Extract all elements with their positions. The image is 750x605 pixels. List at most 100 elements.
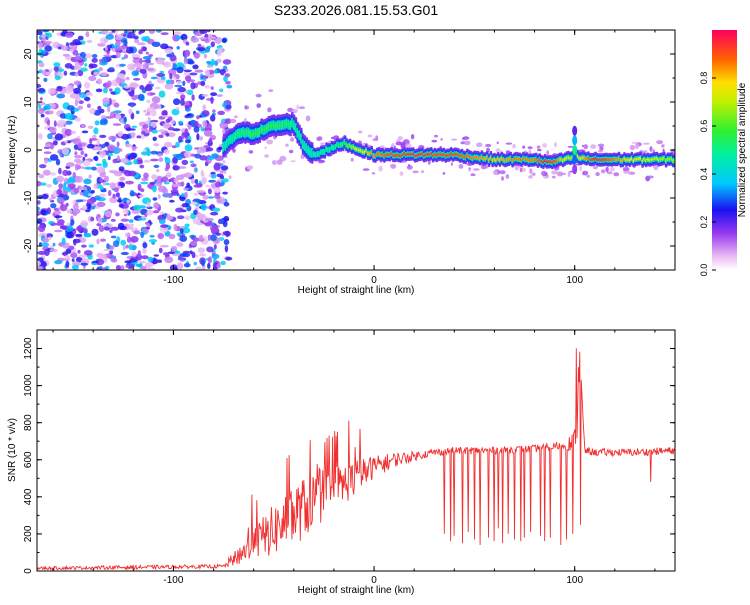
- noise-blob: [176, 215, 185, 220]
- noise-blob: [132, 146, 138, 149]
- snr-panel: -100 0 100 0 200 400 600 800 1000 1200 Height of…: [7, 329, 676, 596]
- noise-blob: [96, 238, 100, 245]
- noise-blob: [142, 56, 152, 60]
- noise-blob: [77, 249, 81, 254]
- noise-blob: [643, 142, 650, 145]
- noise-blob: [157, 153, 163, 157]
- y-tick-label: 800: [23, 414, 34, 431]
- noise-blob: [48, 236, 52, 241]
- noise-blob: [46, 119, 51, 126]
- x-tick-label: -100: [163, 275, 183, 286]
- noise-blob: [110, 226, 120, 231]
- noise-blob: [397, 136, 404, 141]
- noise-blob: [194, 167, 198, 172]
- noise-blob: [175, 92, 185, 95]
- noise-blob: [395, 141, 403, 146]
- noise-blob: [207, 256, 212, 264]
- noise-blob: [181, 252, 191, 258]
- noise-blob: [129, 223, 135, 227]
- noise-blob: [153, 202, 160, 209]
- noise-blob: [119, 265, 125, 270]
- noise-blob: [143, 159, 151, 163]
- noise-blob: [226, 84, 233, 89]
- noise-blob: [180, 94, 186, 100]
- noise-blob: [83, 178, 92, 185]
- noise-blob: [140, 181, 149, 185]
- noise-blob: [161, 115, 171, 118]
- noise-blob: [89, 138, 98, 141]
- noise-blob: [100, 118, 108, 126]
- noise-blob: [223, 76, 228, 82]
- noise-blob: [158, 247, 163, 254]
- noise-blob: [264, 146, 267, 149]
- noise-blob: [157, 233, 164, 239]
- noise-blob: [233, 115, 238, 119]
- noise-blob: [65, 32, 74, 38]
- noise-blob: [551, 170, 558, 175]
- noise-blob: [158, 129, 166, 133]
- noise-blob: [82, 205, 88, 211]
- noise-blob: [290, 160, 296, 163]
- noise-blob: [84, 153, 88, 157]
- noise-blob: [94, 120, 100, 126]
- noise-blob: [173, 223, 178, 231]
- noise-blob: [247, 165, 254, 170]
- noise-blob: [84, 96, 91, 102]
- noise-blob: [130, 132, 136, 137]
- noise-blob: [592, 165, 598, 170]
- noise-blob: [102, 267, 107, 270]
- noise-blob: [586, 174, 591, 178]
- noise-blob: [305, 115, 311, 122]
- noise-blob: [165, 79, 171, 85]
- noise-blob: [220, 260, 227, 266]
- noise-blob: [192, 120, 199, 127]
- noise-blob: [140, 151, 149, 156]
- noise-blob: [119, 63, 126, 67]
- noise-blob: [431, 139, 438, 143]
- noise-blob: [80, 67, 88, 72]
- y-tick-label: -20: [23, 238, 34, 253]
- noise-blob: [107, 105, 111, 113]
- noise-blob: [168, 179, 172, 182]
- noise-blob: [276, 159, 283, 165]
- noise-blob: [213, 162, 221, 171]
- noise-blob: [319, 142, 326, 146]
- noise-blob: [213, 244, 217, 250]
- x-tick-label: 0: [371, 575, 377, 586]
- noise-blob: [160, 244, 170, 248]
- noise-blob: [142, 46, 148, 52]
- noise-blob: [495, 148, 501, 154]
- noise-blob: [98, 67, 103, 72]
- noise-blob: [104, 46, 108, 51]
- noise-blob: [44, 248, 50, 256]
- noise-blob: [81, 244, 87, 248]
- noise-blob: [74, 233, 83, 237]
- noise-blob: [90, 189, 95, 194]
- noise-blob: [40, 242, 50, 248]
- noise-blob: [159, 211, 166, 215]
- noise-blob: [151, 41, 161, 47]
- noise-blob: [554, 142, 557, 148]
- noise-blob: [153, 164, 160, 168]
- noise-blob: [85, 31, 90, 38]
- noise-blob: [183, 172, 193, 178]
- y-tick-label: 200: [23, 525, 34, 542]
- noise-blob: [81, 166, 85, 169]
- noise-blob: [193, 209, 198, 215]
- noise-blob: [119, 176, 126, 181]
- noise-blob: [73, 187, 80, 194]
- noise-blob: [37, 250, 46, 255]
- noise-blob: [202, 120, 208, 128]
- noise-blob: [531, 172, 536, 176]
- noise-blob: [41, 37, 47, 42]
- noise-blob: [216, 173, 224, 178]
- noise-blob: [40, 50, 47, 55]
- noise-blob: [300, 154, 305, 160]
- noise-blob: [87, 193, 93, 197]
- noise-blob: [122, 44, 126, 51]
- noise-blob: [206, 60, 212, 64]
- noise-blob: [133, 35, 139, 40]
- noise-blob: [49, 172, 57, 176]
- noise-blob: [68, 245, 75, 250]
- noise-blob: [186, 58, 194, 65]
